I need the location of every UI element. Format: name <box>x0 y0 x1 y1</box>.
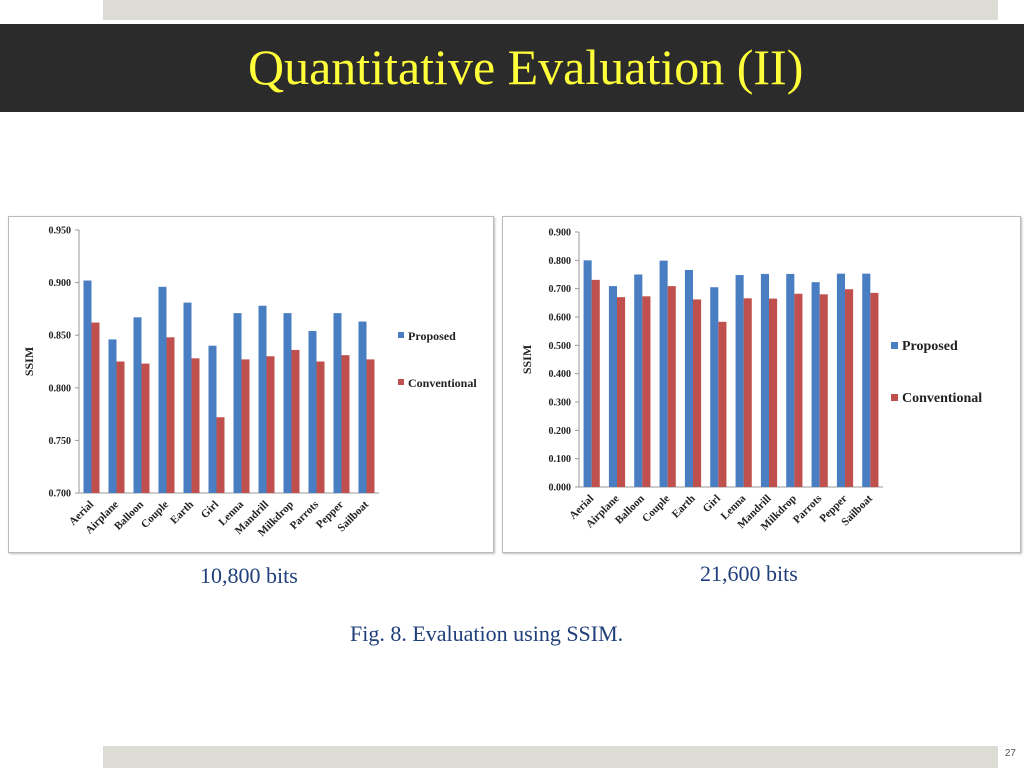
x-category-label: Couple <box>640 493 672 525</box>
y-tick-label: 0.850 <box>49 331 72 342</box>
y-tick-label: 0.700 <box>49 489 72 500</box>
bar-proposed-lenna <box>735 275 744 487</box>
y-axis-title: SSIM <box>22 347 36 376</box>
bar-conventional-sailboat <box>870 292 879 487</box>
bar-conventional-mandrill <box>266 356 275 493</box>
slide-title: Quantitative Evaluation (II) <box>248 39 804 95</box>
bar-proposed-mandrill <box>760 273 769 487</box>
bar-conventional-milkdrop <box>794 293 803 487</box>
bar-proposed-sailboat <box>358 321 367 493</box>
y-tick-label: 0.700 <box>549 284 572 295</box>
y-tick-label: 0.800 <box>49 383 72 394</box>
title-bar <box>0 24 1024 112</box>
y-tick-label: 0.100 <box>549 454 572 465</box>
bar-proposed-pepper <box>333 313 342 493</box>
y-axis-title: SSIM <box>520 345 534 374</box>
bar-conventional-balloon <box>141 363 150 493</box>
chart-panel-21600-bits: 0.000 0.100 0.200 0.300 0.400 0.500 0.600 0.700… <box>502 216 1021 553</box>
bottom-decor-strip <box>103 746 998 768</box>
x-category-label: Earth <box>670 493 698 521</box>
bar-conventional-lenna <box>743 298 752 487</box>
bar-proposed-mandrill <box>258 305 267 493</box>
chart-caption-21600-bits: 21,600 bits <box>700 561 798 586</box>
chart-caption-10800-bits: 10,800 bits <box>200 563 298 588</box>
x-category-label: Couple <box>139 499 171 531</box>
y-tick-label: 0.750 <box>49 436 72 447</box>
bar-conventional-aerial <box>591 279 600 487</box>
bar-conventional-parrots <box>316 361 325 493</box>
bar-proposed-pepper <box>836 273 845 487</box>
y-tick-label: 0.900 <box>549 228 572 239</box>
legend-swatch-proposed <box>891 342 898 349</box>
bar-conventional-milkdrop <box>291 349 300 493</box>
bar-proposed-balloon <box>133 317 142 493</box>
bar-conventional-couple <box>667 286 676 487</box>
y-tick-label: 0.600 <box>549 313 572 324</box>
bar-proposed-girl <box>208 345 217 493</box>
bar-conventional-girl <box>216 417 225 493</box>
bar-conventional-parrots <box>819 294 828 487</box>
x-category-label: Parrots <box>791 492 825 526</box>
bar-conventional-couple <box>166 337 175 493</box>
bar-proposed-girl <box>710 287 719 487</box>
x-category-label: Parrots <box>288 498 322 532</box>
bar-conventional-balloon <box>642 296 651 487</box>
page-number: 27 <box>1004 748 1016 759</box>
y-tick-label: 0.000 <box>549 483 572 494</box>
bar-proposed-airplane <box>108 339 117 493</box>
x-category-label: Earth <box>168 499 196 527</box>
bar-proposed-balloon <box>634 274 643 487</box>
bar-proposed-sailboat <box>862 273 871 487</box>
ssim-chart-10800-bits: 0.7000.7500.8000.8500.9000.950SSIMAerial… <box>22 226 477 539</box>
legend-label-proposed: Proposed <box>902 339 958 354</box>
bar-conventional-earth <box>191 358 200 493</box>
y-tick-label: 0.300 <box>549 398 572 409</box>
y-tick-label: 0.900 <box>49 278 72 289</box>
bar-conventional-pepper <box>845 289 854 487</box>
legend-swatch-proposed <box>398 332 404 338</box>
bar-proposed-parrots <box>308 330 317 493</box>
y-tick-label: 0.800 <box>549 256 572 267</box>
bar-proposed-earth <box>684 269 693 487</box>
bar-proposed-couple <box>659 260 668 487</box>
legend-label-conventional: Conventional <box>902 391 982 406</box>
bar-conventional-girl <box>718 321 727 487</box>
y-tick-label: 0.950 <box>49 226 72 237</box>
bar-proposed-aerial <box>583 260 592 487</box>
y-tick-label: 0.200 <box>549 426 572 437</box>
top-decor-strip <box>103 0 998 20</box>
bar-conventional-mandrill <box>769 298 778 487</box>
bar-conventional-earth <box>693 299 702 487</box>
bar-conventional-aerial <box>91 322 100 493</box>
bar-conventional-pepper <box>341 355 350 493</box>
bar-conventional-lenna <box>241 359 250 493</box>
bar-proposed-milkdrop <box>786 273 795 487</box>
bar-proposed-aerial <box>83 280 92 493</box>
legend-swatch-conventional <box>891 394 898 401</box>
bar-proposed-airplane <box>608 286 617 487</box>
bar-conventional-airplane <box>116 361 125 493</box>
bar-proposed-earth <box>183 302 192 493</box>
bar-proposed-couple <box>158 286 167 493</box>
bar-proposed-lenna <box>233 313 242 493</box>
bar-conventional-sailboat <box>366 359 375 493</box>
legend-label-proposed: Proposed <box>408 329 456 343</box>
chart-panel-10800-bits: 0.700 0.750 0.800 0.850 0.900 0.950 SSIM Aerial… <box>8 216 494 553</box>
figure-caption: Fig. 8. Evaluation using SSIM. <box>350 621 624 646</box>
bar-conventional-airplane <box>617 297 626 487</box>
bar-proposed-parrots <box>811 282 820 487</box>
y-tick-label: 0.500 <box>549 341 572 352</box>
legend-label-conventional: Conventional <box>408 376 477 390</box>
y-tick-label: 0.400 <box>549 369 572 380</box>
bar-proposed-milkdrop <box>283 313 292 493</box>
ssim-chart-21600-bits: 0.000 0.100 0.200 0.300 0.400 0.500 0.600 0.700… <box>520 228 982 533</box>
legend-swatch-conventional <box>398 379 404 385</box>
